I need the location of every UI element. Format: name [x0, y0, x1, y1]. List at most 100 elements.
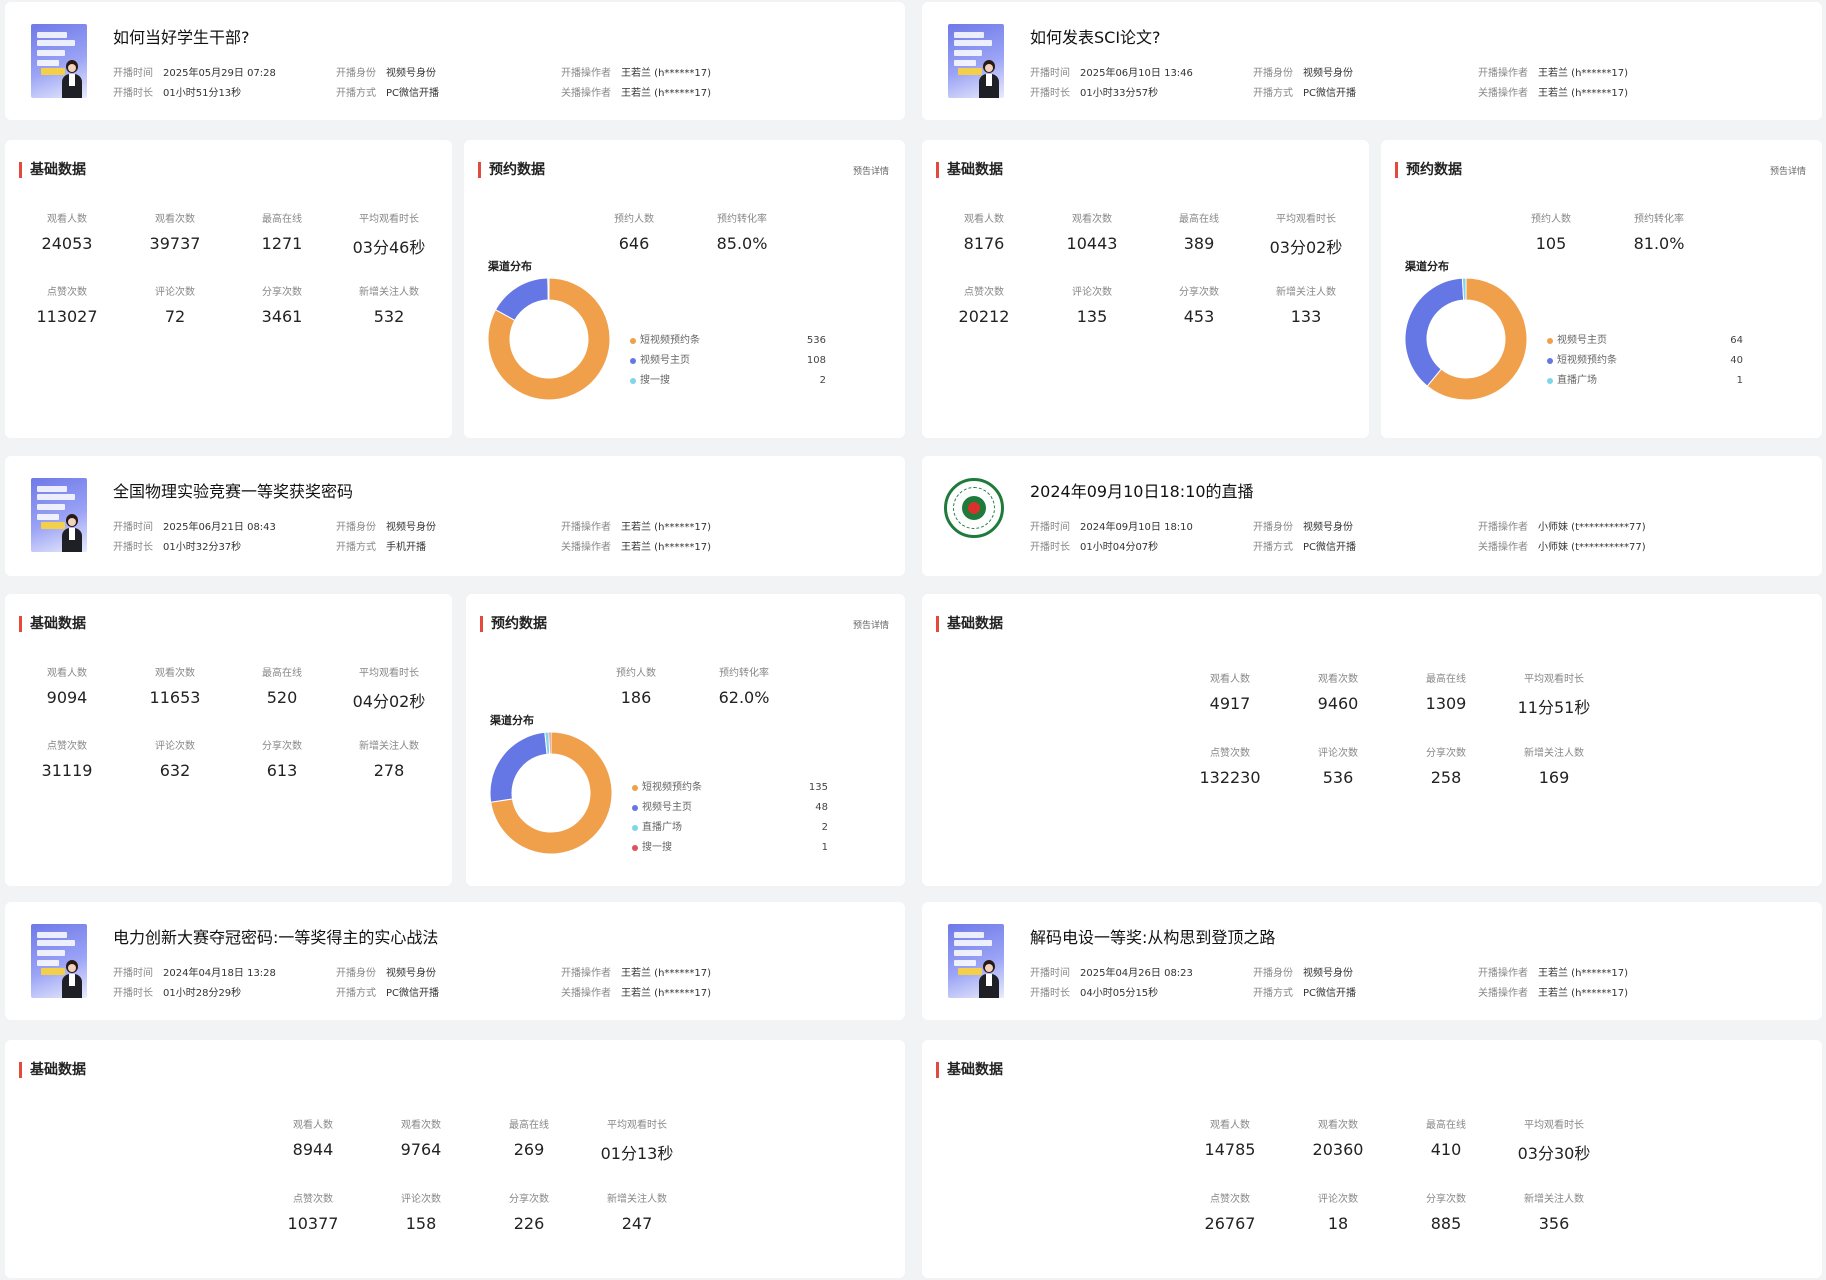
reserve-data-panel: 预约数据 预告详情 预约人数 186 预约转化率 62.0% 渠道分布 短视频预约条 135 视频…: [466, 594, 905, 886]
live-cover-thumbnail[interactable]: [31, 24, 87, 98]
meta-label: 开播方式: [336, 88, 376, 99]
channel-donut-chart[interactable]: [1405, 278, 1527, 400]
stat-likes: 点赞次数 113027: [12, 283, 122, 326]
live-cover-thumbnail[interactable]: [31, 924, 87, 998]
legend-row[interactable]: 视频号主页 64: [1547, 334, 1743, 354]
live-cover-thumbnail[interactable]: [948, 24, 1004, 98]
stat-label: 平均观看时长: [1276, 214, 1336, 225]
live-header-card[interactable]: 解码电设一等奖:从构思到登顶之路 开播时间 2025年04月26日 08:23 开播时…: [922, 902, 1822, 1020]
stat-viewers: 观看人数 4917: [1175, 670, 1285, 713]
stat-peak-online: 最高在线 1309: [1391, 670, 1501, 713]
legend-dot: [632, 785, 638, 791]
donut-slice[interactable]: [490, 732, 612, 854]
reserve-detail-link[interactable]: 预告详情: [1769, 167, 1806, 177]
meta-label: 开播时长: [1030, 988, 1070, 999]
stat-value: 132230: [1199, 768, 1261, 787]
meta-value: PC微信开播: [386, 88, 440, 99]
meta-value: 视频号身份: [386, 968, 436, 979]
legend-row[interactable]: 直播广场 1: [1547, 374, 1743, 394]
stat-comments: 评论次数 158: [366, 1190, 476, 1233]
legend-row[interactable]: 视频号主页 108: [630, 354, 826, 374]
stat-label: 最高在线: [262, 214, 302, 225]
meta-label: 开播方式: [1253, 542, 1293, 553]
legend-dot: [632, 805, 638, 811]
donut-slice[interactable]: [488, 278, 610, 400]
meta-duration: 开播时长 01小时33分57秒: [1030, 84, 1158, 99]
live-cover-thumbnail[interactable]: [31, 478, 87, 552]
meta-value: 视频号身份: [1303, 968, 1353, 979]
stat-avg-watch: 平均观看时长 03分02秒: [1251, 210, 1361, 258]
meta-value: 04小时05分15秒: [1080, 988, 1159, 999]
legend-value: 64: [1730, 335, 1743, 346]
legend-row[interactable]: 短视频预约条 536: [630, 334, 826, 354]
cover-text-line: [37, 494, 75, 500]
reserve-detail-link[interactable]: 预告详情: [852, 167, 889, 177]
donut-slice[interactable]: [1426, 278, 1527, 400]
logo-center: [968, 502, 980, 514]
meta-start-operator: 开播操作者 王若兰 (h******17): [561, 64, 711, 79]
stat-shares: 分享次数 613: [227, 737, 337, 780]
donut-slice[interactable]: [1461, 278, 1467, 301]
meta-value: 01小时04分07秒: [1080, 542, 1159, 553]
stat-value: 20360: [1312, 1140, 1364, 1159]
legend-row[interactable]: 短视频预约条 40: [1547, 354, 1743, 374]
live-header-card[interactable]: 如何当好学生干部? 开播时间 2025年05月29日 07:28 开播时长 01小时51…: [5, 2, 905, 120]
presenter-shirt: [69, 528, 75, 540]
live-header-card[interactable]: 全国物理实验竞赛一等奖获奖密码 开播时间 2025年06月21日 08:43 开播时长…: [5, 456, 905, 576]
donut-slice[interactable]: [494, 278, 549, 321]
legend-value: 108: [806, 355, 826, 366]
channel-donut-chart[interactable]: [488, 278, 610, 400]
meta-start-operator: 开播操作者 小师妹 (t**********77): [1478, 518, 1646, 533]
legend-row[interactable]: 搜一搜 1: [632, 841, 828, 861]
meta-label: 开播方式: [336, 542, 376, 553]
donut-slice[interactable]: [1405, 278, 1465, 387]
legend-row[interactable]: 短视频预约条 135: [632, 781, 828, 801]
reserve-detail-link[interactable]: 预告详情: [852, 621, 889, 631]
stat-label: 评论次数: [155, 287, 195, 298]
meta-label: 关播操作者: [561, 988, 611, 999]
legend-label: 短视频预约条: [642, 782, 702, 793]
stat-likes: 点赞次数 20212: [929, 283, 1039, 326]
live-title[interactable]: 如何发表SCI论文?: [1030, 28, 1161, 47]
legend-row[interactable]: 视频号主页 48: [632, 801, 828, 821]
meta-identity: 开播身份 视频号身份: [336, 64, 436, 79]
stat-value: 8944: [292, 1140, 334, 1159]
live-header-card[interactable]: 如何发表SCI论文? 开播时间 2025年06月10日 13:46 开播时长 01小时3…: [922, 2, 1822, 120]
live-title[interactable]: 2024年09月10日18:10的直播: [1030, 482, 1254, 501]
live-cover-thumbnail[interactable]: [948, 924, 1004, 998]
stat-label: 评论次数: [1072, 287, 1112, 298]
meta-start-operator: 开播操作者 王若兰 (h******17): [561, 518, 711, 533]
donut-slice[interactable]: [490, 732, 548, 803]
stat-value: 389: [1183, 234, 1215, 253]
stat-value: 169: [1538, 768, 1570, 787]
meta-value: 王若兰 (h******17): [621, 68, 712, 79]
live-title[interactable]: 解码电设一等奖:从构思到登顶之路: [1030, 928, 1276, 947]
meta-label: 开播方式: [1253, 88, 1293, 99]
cover-text-line: [37, 40, 75, 46]
legend-dot: [630, 338, 636, 344]
live-header-card[interactable]: 电力创新大赛夺冠密码:一等奖得主的实心战法 开播时间 2024年04月18日 13:…: [5, 902, 905, 1020]
donut-slice[interactable]: [547, 278, 550, 301]
stat-label: 新增关注人数: [359, 741, 419, 752]
stat-avg-watch: 平均观看时长 03分46秒: [334, 210, 444, 258]
donut-slice[interactable]: [548, 732, 552, 755]
stat-label: 平均观看时长: [607, 1120, 667, 1131]
stat-value: 613: [266, 761, 298, 780]
channel-donut-chart[interactable]: [490, 732, 612, 854]
legend-row[interactable]: 直播广场 2: [632, 821, 828, 841]
meta-label: 开播时长: [1030, 542, 1070, 553]
live-title[interactable]: 全国物理实验竞赛一等奖获奖密码: [113, 482, 354, 501]
legend-row[interactable]: 搜一搜 2: [630, 374, 826, 394]
legend-label: 短视频预约条: [1557, 355, 1617, 366]
cover-text-line: [954, 40, 992, 46]
live-title[interactable]: 电力创新大赛夺冠密码:一等奖得主的实心战法: [113, 928, 439, 947]
live-title[interactable]: 如何当好学生干部?: [113, 28, 250, 47]
channel-distribution-label: 渠道分布: [488, 260, 532, 273]
live-header-card[interactable]: 2024年09月10日18:10的直播 开播时间 2024年09月10日 18:10…: [922, 456, 1822, 576]
meta-close-operator: 关播操作者 王若兰 (h******17): [561, 984, 711, 999]
meta-label: 开播时间: [1030, 68, 1070, 79]
meta-value: 2024年09月10日 18:10: [1080, 522, 1193, 533]
stat-new-followers: 新增关注人数 169: [1499, 744, 1609, 787]
stat-label: 新增关注人数: [1276, 287, 1336, 298]
legend-label: 搜一搜: [642, 842, 672, 853]
